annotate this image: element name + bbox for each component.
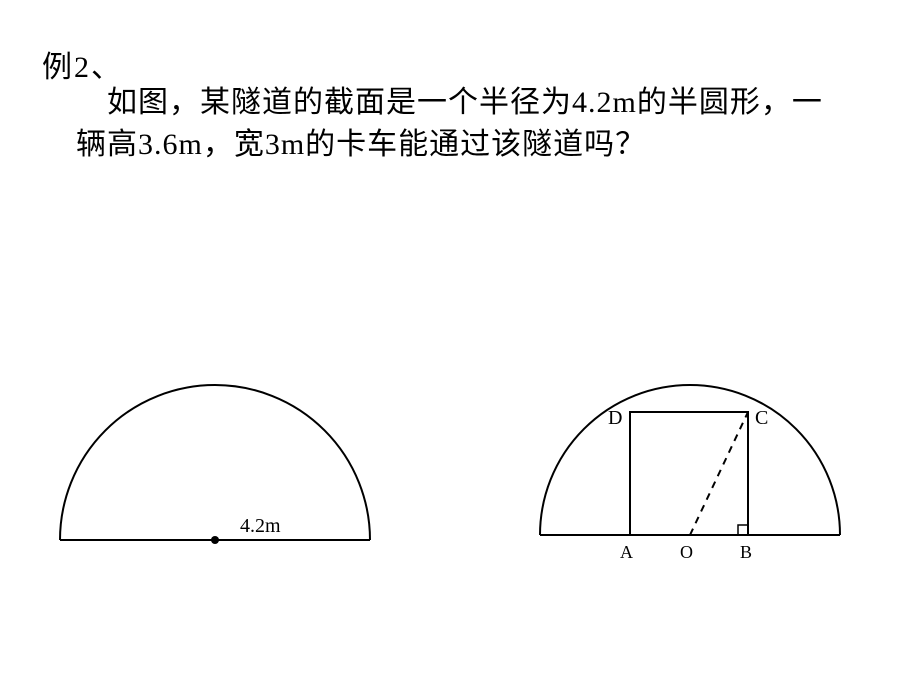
diagram-area: 4.2m D C A O B <box>0 330 920 590</box>
label-o: O <box>680 542 693 562</box>
problem-text: 如图，某隧道的截面是一个半径为4.2m的半圆形，一辆高3.6m，宽3m的卡车能通… <box>76 82 836 166</box>
label-b: B <box>740 542 752 562</box>
diagram-left: 4.2m <box>50 370 390 570</box>
radius-label: 4.2m <box>240 515 281 537</box>
diagram-right: D C A O B <box>520 370 860 570</box>
label-d: D <box>608 407 622 429</box>
label-c: C <box>755 407 768 429</box>
example-title: 例2、 <box>42 42 123 86</box>
label-a: A <box>620 542 633 562</box>
